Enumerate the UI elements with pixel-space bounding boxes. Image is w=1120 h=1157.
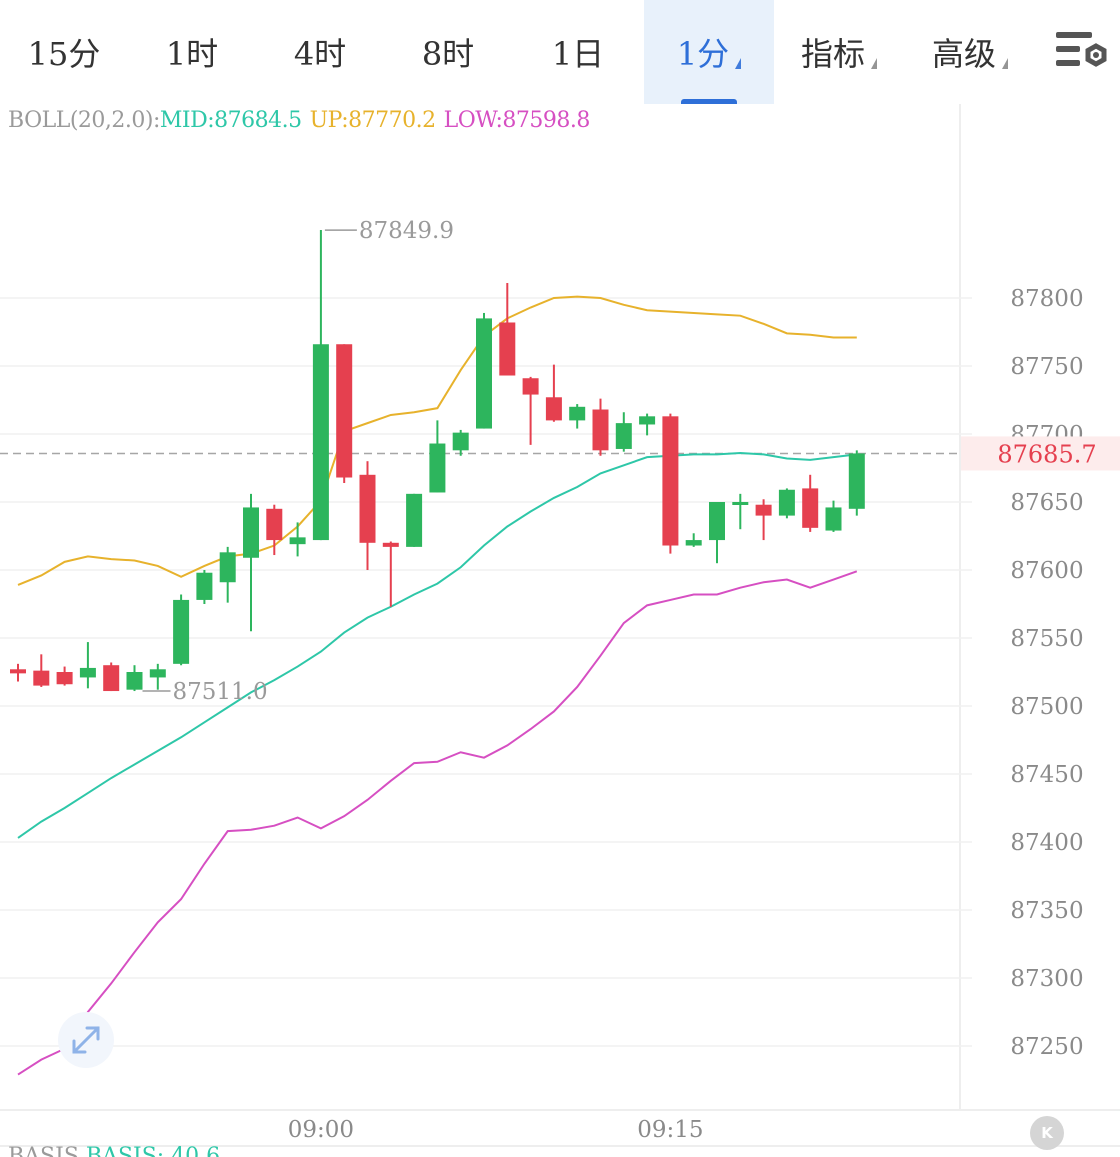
- candle-body: [592, 409, 609, 451]
- candle-body: [476, 318, 492, 429]
- interval-toolbar: 15分 1时 4时 8时 1日 1分 指标 高级: [0, 0, 1120, 104]
- expand-arrows-icon[interactable]: [58, 1012, 114, 1068]
- tab-label: 指标: [800, 35, 865, 73]
- high-marker-label: 87849.9: [359, 218, 454, 244]
- tab-label: 1分: [676, 35, 730, 73]
- candle-body: [452, 432, 469, 451]
- bottom-indicator-legend: BASIS BASIS: 40.6: [8, 1144, 220, 1157]
- candle-body: [709, 502, 725, 541]
- candle-body: [499, 322, 516, 376]
- candle-body: [196, 572, 213, 600]
- candle-body: [825, 507, 842, 531]
- y-tick-label: 87250: [1010, 1034, 1083, 1060]
- candle-body: [336, 344, 353, 478]
- tab-label: 4时: [293, 35, 347, 73]
- candle-body: [149, 669, 166, 678]
- dropdown-triangle-icon: [871, 57, 877, 69]
- candle-body: [569, 406, 586, 421]
- y-tick-label: 87450: [1010, 762, 1083, 788]
- last-price-label: 87685.7: [997, 440, 1096, 468]
- x-tick-label: 09:00: [288, 1117, 354, 1143]
- candle-body: [732, 502, 749, 505]
- tab-4[interactable]: 1日: [512, 0, 644, 104]
- candle-body: [266, 508, 283, 541]
- tab-5[interactable]: 1分: [644, 0, 774, 104]
- y-tick-label: 87500: [1010, 694, 1083, 720]
- dropdown-triangle-icon: [1002, 57, 1008, 69]
- last-price-badge: [961, 436, 1120, 471]
- active-tab-indicator: [681, 99, 737, 104]
- bottom-indicator-value: BASIS: 40.6: [85, 1144, 221, 1157]
- candle-body: [10, 669, 26, 674]
- boll-up: UP:87770.2: [309, 107, 436, 133]
- candle-body: [615, 423, 632, 449]
- tab-label: 1日: [551, 35, 605, 73]
- candle-body: [778, 489, 795, 516]
- candle-body: [289, 537, 306, 545]
- y-tick-label: 87350: [1010, 898, 1083, 924]
- x-tick-label: 09:15: [637, 1117, 703, 1143]
- boll-mid: MID:87684.5: [159, 107, 302, 133]
- tab-3[interactable]: 8时: [384, 0, 512, 104]
- tab-0[interactable]: 15分: [0, 0, 128, 104]
- candle-body: [848, 453, 865, 509]
- boll-mid-line: [17, 452, 857, 839]
- k-button[interactable]: K: [1030, 1116, 1064, 1150]
- boll-up-line: [17, 295, 857, 586]
- tab-2[interactable]: 4时: [256, 0, 384, 104]
- y-tick-label: 87800: [1010, 286, 1083, 312]
- candle-body: [545, 397, 562, 421]
- candle-body: [56, 672, 73, 685]
- candle-body: [639, 416, 656, 425]
- candle-body: [243, 507, 259, 558]
- y-tick-label: 87300: [1010, 966, 1083, 992]
- tab-7[interactable]: 高级: [904, 0, 1036, 104]
- boll-label: BOLL(20,2.0):: [8, 107, 160, 133]
- tab-label: 1时: [165, 35, 219, 73]
- candle-body: [79, 667, 96, 678]
- candle-body: [103, 665, 120, 692]
- tab-1[interactable]: 1时: [128, 0, 256, 104]
- candle-body: [802, 488, 819, 528]
- tab-label: 15分: [27, 35, 101, 73]
- tab-label: 高级: [931, 35, 996, 73]
- boll-low: LOW:87598.8: [443, 107, 591, 133]
- bottom-indicator-name: BASIS: [8, 1144, 79, 1157]
- dropdown-triangle-icon: [735, 57, 742, 69]
- y-tick-label: 87550: [1010, 626, 1083, 652]
- candle-body: [359, 474, 376, 543]
- candle-body: [755, 504, 772, 516]
- chart-settings-icon[interactable]: [1050, 26, 1110, 78]
- boll-low-line: [17, 570, 858, 1076]
- y-tick-label: 87400: [1010, 830, 1083, 856]
- y-tick-label: 87600: [1010, 558, 1083, 584]
- candle-body: [429, 443, 446, 493]
- boll-indicator-legend: BOLL(20,2.0): MID:87684.5 UP:87770.2 LOW…: [8, 104, 590, 136]
- candle-body: [406, 493, 423, 547]
- candle-body: [219, 552, 236, 583]
- candle-body: [382, 542, 399, 547]
- candle-body: [126, 672, 143, 690]
- candle-body: [33, 670, 50, 686]
- low-marker-label: 87511.0: [173, 679, 268, 705]
- tab-label: 8时: [421, 35, 475, 73]
- candle-body: [522, 378, 539, 395]
- tab-6[interactable]: 指标: [774, 0, 904, 104]
- candle-body: [662, 416, 679, 546]
- candle-body: [173, 599, 190, 664]
- y-tick-label: 87650: [1010, 490, 1083, 516]
- candle-body: [312, 344, 329, 541]
- y-tick-label: 87750: [1010, 354, 1083, 380]
- candle-body: [685, 540, 702, 546]
